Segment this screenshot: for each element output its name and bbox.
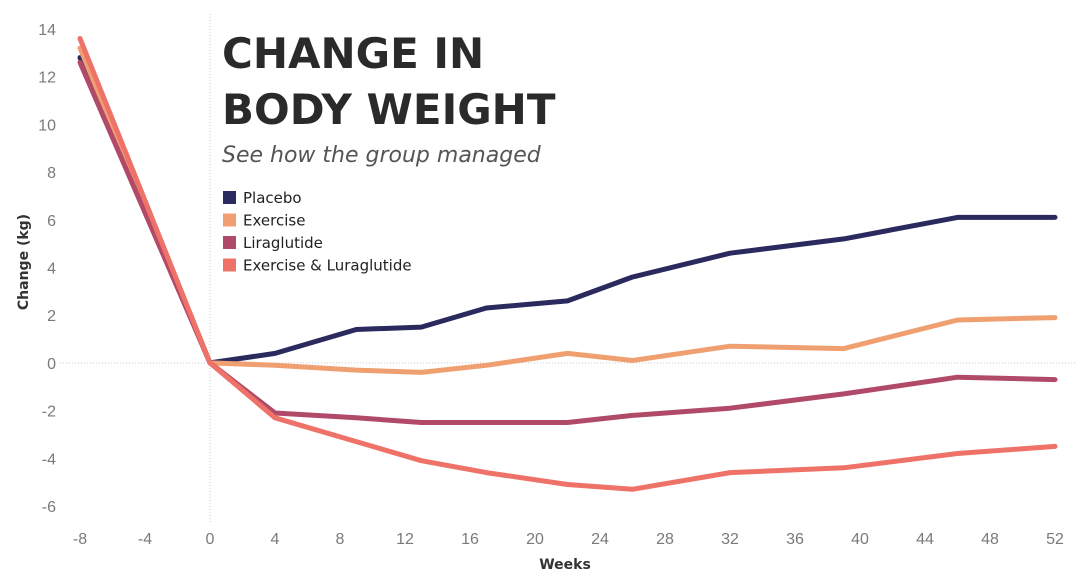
chart-subtitle: See how the group managed (222, 143, 542, 168)
y-tick-label: -4 (42, 451, 56, 468)
legend-label: Liraglutide (243, 234, 323, 252)
legend-swatch (223, 258, 236, 272)
x-tick-label: 40 (851, 531, 869, 548)
y-tick-label: 2 (47, 308, 56, 325)
x-tick-label: 0 (206, 531, 215, 548)
x-tick-label: 36 (786, 531, 804, 548)
x-tick-label: 44 (916, 531, 934, 548)
legend-swatch (223, 236, 236, 249)
y-axis-title: Change (kg) (16, 214, 32, 310)
title-block: CHANGE IN BODY WEIGHT See how the group … (222, 29, 556, 168)
x-axis-title: Weeks (539, 557, 591, 573)
x-tick-label: 24 (591, 531, 609, 548)
legend: Placebo Exercise Liraglutide Exercise & Lur… (223, 189, 412, 275)
series-line-3 (77, 36, 1058, 492)
x-tick-label: 52 (1046, 531, 1064, 548)
y-tick-label: 14 (38, 22, 56, 39)
series-line-0 (77, 55, 1058, 366)
y-tick-label: 10 (38, 117, 56, 134)
x-tick-label: 8 (336, 531, 345, 548)
legend-swatch (223, 213, 236, 227)
x-tick-label: 32 (721, 531, 739, 548)
x-tick-label: 4 (271, 531, 280, 548)
x-tick-label: 20 (526, 531, 544, 548)
y-tick-label: 12 (38, 70, 56, 87)
y-tick-label: -2 (42, 404, 56, 421)
x-tick-label: 12 (396, 531, 414, 548)
series-lines-layer (77, 36, 1058, 492)
legend-label: Exercise & Luraglutide (243, 257, 412, 275)
x-tick-label: -8 (73, 531, 87, 548)
y-tick-label: 8 (47, 165, 56, 182)
y-tick-label: 4 (47, 261, 56, 278)
legend-label: Exercise (243, 212, 305, 230)
y-tick-label: 6 (47, 213, 56, 230)
legend-label: Placebo (243, 189, 302, 207)
chart-title-line-2: BODY WEIGHT (222, 85, 556, 134)
series-line-1 (77, 45, 1058, 375)
x-tick-label: 16 (461, 531, 479, 548)
x-tick-label: 28 (656, 531, 674, 548)
chart-title-line-1: CHANGE IN (222, 29, 484, 78)
x-tick-label: 48 (981, 531, 999, 548)
x-tick-label: -4 (138, 531, 152, 548)
legend-swatch (223, 191, 236, 204)
y-tick-label: 0 (47, 356, 56, 373)
series-line-2 (77, 59, 1058, 425)
y-tick-label: -6 (42, 499, 56, 516)
